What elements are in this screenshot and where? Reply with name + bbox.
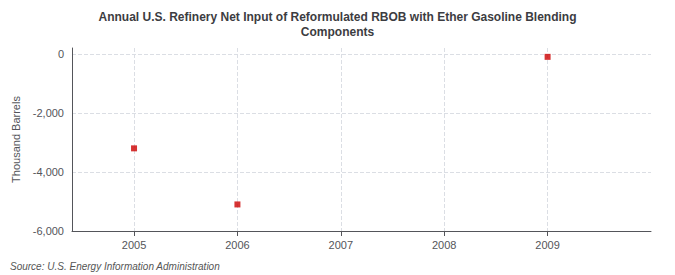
svg-text:2009: 2009 [535, 239, 559, 251]
svg-text:Thousand Barrels: Thousand Barrels [10, 96, 22, 183]
svg-text:2007: 2007 [329, 239, 353, 251]
svg-text:-2,000: -2,000 [33, 107, 64, 119]
svg-text:Source: U.S. Energy Informatio: Source: U.S. Energy Information Administ… [10, 261, 220, 272]
svg-text:2006: 2006 [225, 239, 249, 251]
svg-text:0: 0 [58, 48, 64, 60]
svg-text:-6,000: -6,000 [33, 225, 64, 237]
svg-text:Annual U.S. Refinery Net Input: Annual U.S. Refinery Net Input of Reform… [98, 10, 576, 24]
svg-text:2005: 2005 [122, 239, 146, 251]
svg-text:Components: Components [301, 25, 375, 39]
svg-text:-4,000: -4,000 [33, 166, 64, 178]
svg-text:2008: 2008 [432, 239, 456, 251]
